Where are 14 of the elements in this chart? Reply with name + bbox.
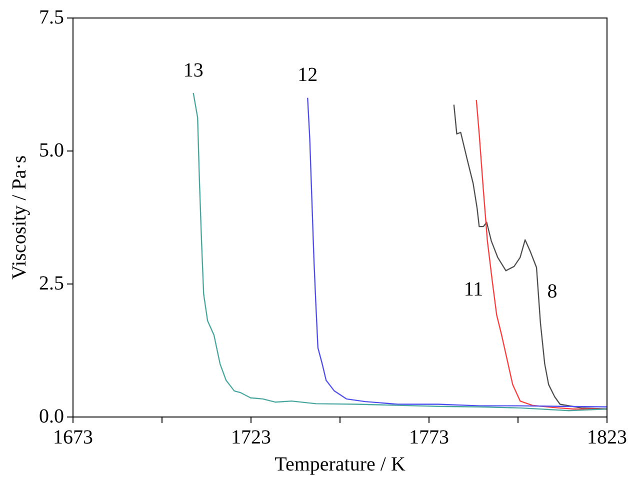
- y-tick-label: 7.5: [39, 6, 64, 28]
- x-tick-label: 1673: [53, 426, 93, 448]
- series-label: 11: [464, 278, 484, 300]
- series-label: 12: [298, 64, 318, 86]
- x-tick-label: 1823: [587, 426, 627, 448]
- y-tick-label: 0.0: [39, 405, 64, 428]
- series-label: 13: [183, 59, 204, 82]
- series-label: 8: [547, 280, 558, 302]
- y-axis-title: Viscosity / Pa·s: [8, 155, 30, 280]
- x-tick-label: 1773: [409, 426, 449, 448]
- x-tick-label: 1723: [231, 426, 271, 448]
- y-tick-label: 2.5: [39, 272, 64, 294]
- x-axis-title: Temperature / K: [274, 453, 406, 476]
- y-tick-label: 5.0: [39, 139, 64, 162]
